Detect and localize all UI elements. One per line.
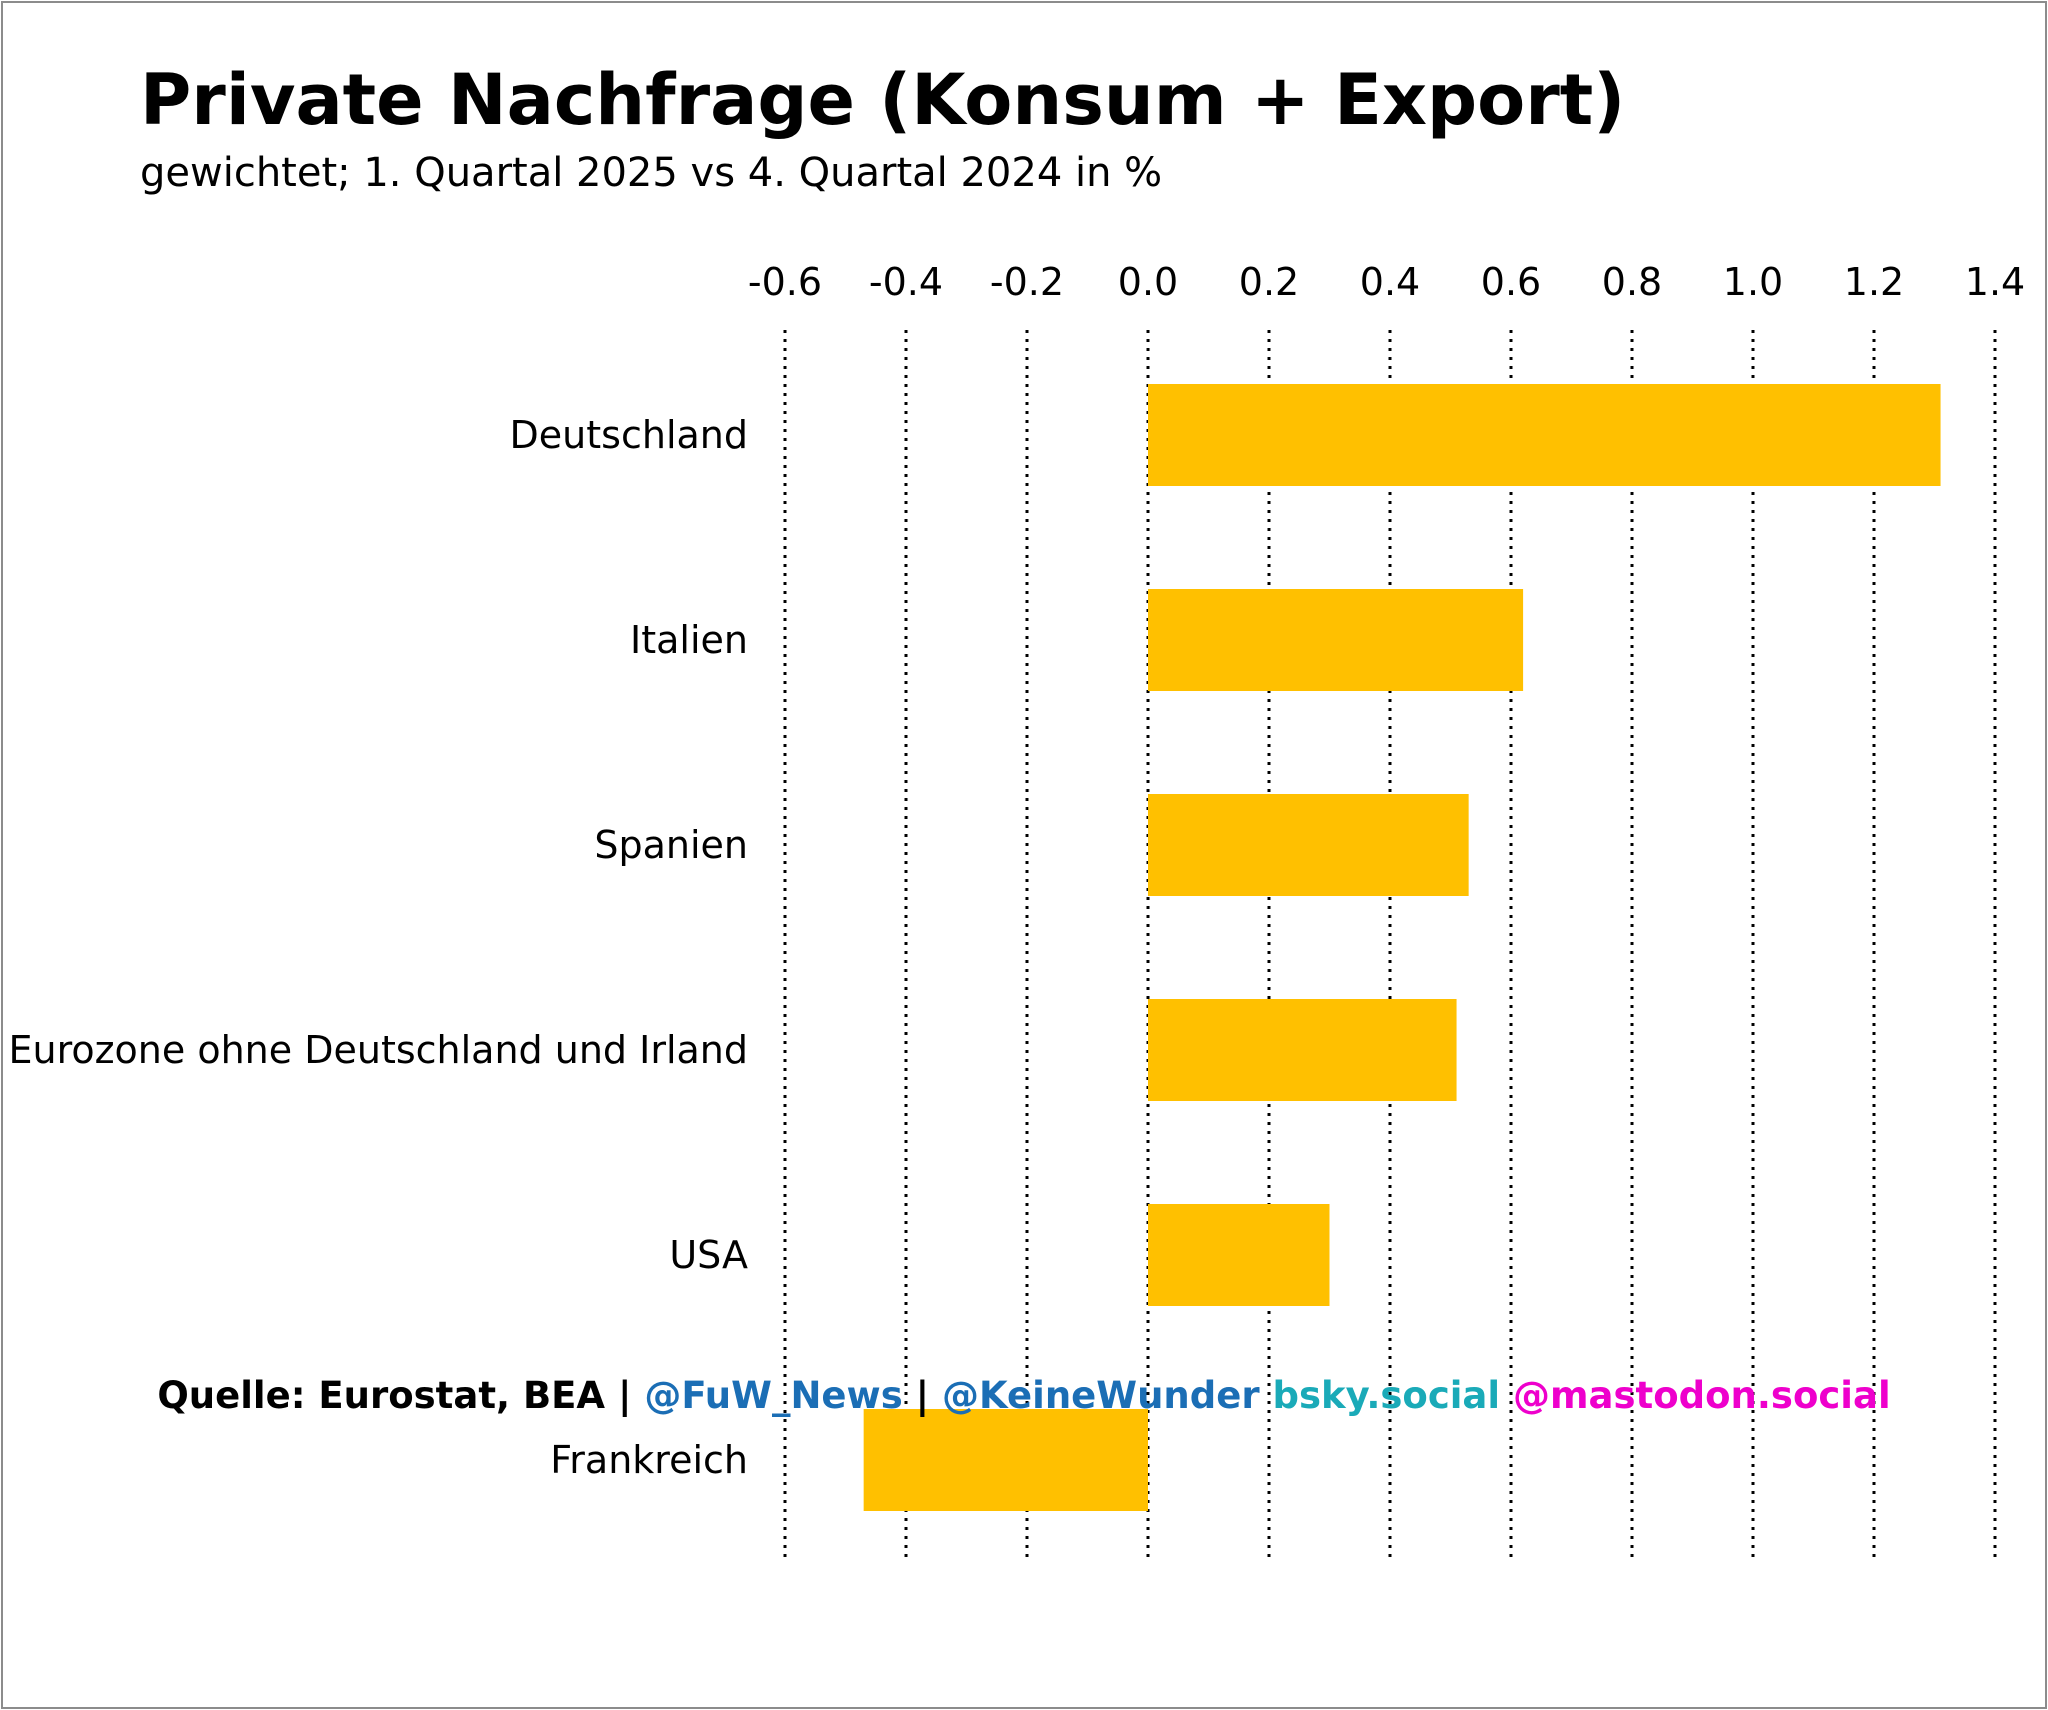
bsky-link[interactable]: bsky.social xyxy=(1272,1374,1501,1417)
bar-eurozone-ohne-deutschland-und-irland xyxy=(1148,999,1457,1101)
separator-1: | xyxy=(617,1374,632,1417)
category-label: USA xyxy=(669,1233,748,1277)
x-tick-label: 1.2 xyxy=(1844,260,1904,304)
x-tick-label: 1.4 xyxy=(1965,260,2025,304)
chart-title: Private Nachfrage (Konsum + Export) xyxy=(140,59,1626,141)
x-tick-label: 0.6 xyxy=(1481,260,1541,304)
x-tick-label: -0.4 xyxy=(869,260,943,304)
category-label: Eurozone ohne Deutschland und Irland xyxy=(8,1028,748,1072)
separator-2: | xyxy=(915,1374,930,1417)
x-tick-label: 1.0 xyxy=(1723,260,1783,304)
source-text: Quelle: Eurostat, BEA xyxy=(157,1374,606,1417)
bar-spanien xyxy=(1148,794,1469,896)
keinewunder-handle-link[interactable]: @KeineWunder xyxy=(942,1374,1260,1417)
x-tick-label: 0.2 xyxy=(1239,260,1299,304)
bar-frankreich xyxy=(863,1409,1148,1511)
x-axis-ticks: -0.6 -0.4 -0.2 0.0 0.2 0.4 0.6 0.8 1.0 1.2 1.4 xyxy=(748,260,2025,304)
gridlines xyxy=(783,330,1997,1560)
fuw-handle-link[interactable]: @FuW_News xyxy=(644,1374,903,1417)
x-tick-label: -0.2 xyxy=(990,260,1064,304)
x-tick-label: 0.4 xyxy=(1360,260,1420,304)
x-tick-label: 0.8 xyxy=(1602,260,1662,304)
bar-deutschland xyxy=(1148,384,1941,486)
chart-subtitle: gewichtet; 1. Quartal 2025 vs 4. Quartal… xyxy=(140,150,1163,196)
mastodon-link[interactable]: @mastodon.social xyxy=(1512,1374,1891,1417)
x-tick-label: -0.6 xyxy=(748,260,822,304)
category-label: Frankreich xyxy=(550,1438,748,1482)
footer-credits: Quelle: Eurostat, BEA | @FuW_News | @Kei… xyxy=(0,1370,2048,1422)
category-label: Italien xyxy=(630,618,748,662)
x-tick-label: 0.0 xyxy=(1118,260,1178,304)
bar-usa xyxy=(1148,1204,1330,1306)
bar-chart: -0.6 -0.4 -0.2 0.0 0.2 0.4 0.6 0.8 1.0 1.2 1.4 Deu… xyxy=(8,260,2025,1560)
category-label: Spanien xyxy=(594,823,748,867)
category-labels: Deutschland Italien Spanien Eurozone ohne D… xyxy=(8,413,748,1482)
category-label: Deutschland xyxy=(510,413,748,457)
bar-italien xyxy=(1148,589,1524,691)
bars xyxy=(863,384,1941,1511)
